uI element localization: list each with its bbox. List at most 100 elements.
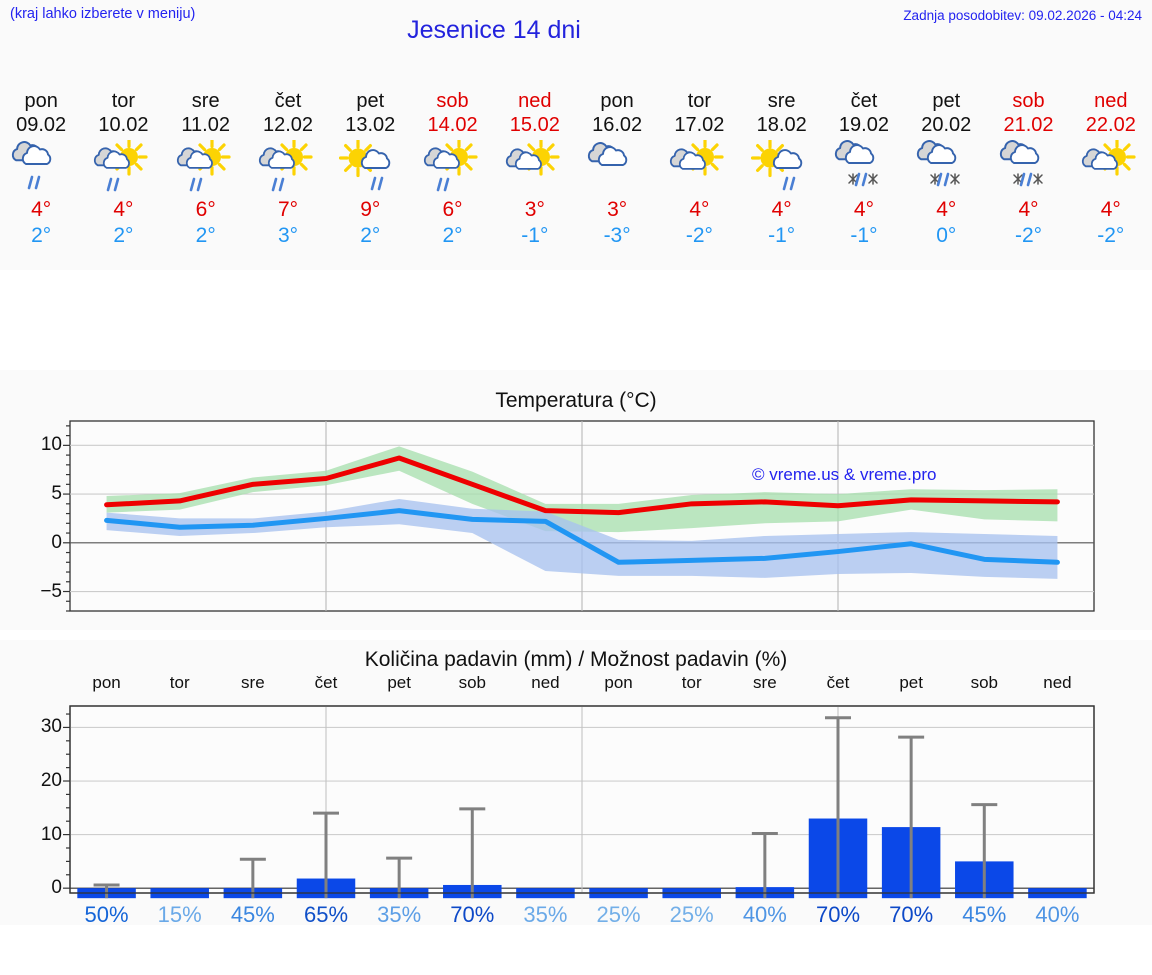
forecast-day-10[interactable]: sre 18.02 4° -1° (741, 85, 823, 249)
partly-sunny-icon (494, 139, 576, 197)
precipitation-plot: 30 20 10 0 pon tor sre čet pet sob ned pon tor sre čet… (0, 640, 1152, 927)
day-min-temp: -1° (768, 224, 796, 247)
day-date: 13.02 (345, 114, 396, 136)
day-date: 17.02 (674, 114, 725, 136)
day-name: čet (274, 90, 302, 112)
temp-y-tick-label: −5 (40, 580, 62, 602)
forecast-day-9[interactable]: tor 17.02 4° -2° (658, 85, 740, 249)
day-name: pet (932, 90, 961, 112)
precip-day-label: pet (899, 673, 923, 692)
day-min-temp: -2° (1097, 224, 1125, 247)
precip-probability-label: 70% (815, 902, 861, 927)
day-max-temp: 4° (936, 198, 957, 221)
temp-y-tick-label: 5 (51, 483, 62, 505)
forecast-day-7[interactable]: ned 15.02 3° -1° (494, 85, 576, 249)
precip-probability-label: 45% (230, 902, 275, 927)
day-min-temp: 0° (936, 224, 957, 247)
forecast-day-8[interactable]: pon 16.02 3° -3° (576, 85, 658, 249)
sunny-cloud-rain-icon (329, 139, 411, 197)
day-min-temp: 2° (360, 224, 381, 247)
day-max-temp: 4° (689, 198, 710, 221)
forecast-day-11[interactable]: čet 19.02 4° -1° (823, 85, 905, 249)
forecast-day-3[interactable]: sre 11.02 6° 2° (165, 85, 247, 249)
temp-y-tick-label: 10 (40, 434, 62, 456)
precip-y-tick-label: 10 (40, 823, 62, 845)
precip-probability-label: 35% (523, 902, 568, 927)
precip-probability-label: 70% (450, 902, 495, 927)
day-max-temp: 9° (360, 198, 381, 221)
forecast-day-2[interactable]: tor 10.02 4° 2° (82, 85, 164, 249)
forecast-day-6[interactable]: sob 14.02 6° 2° (411, 85, 493, 249)
day-min-temp: -2° (1014, 224, 1043, 247)
day-max-temp: 3° (607, 198, 628, 221)
day-name: sre (191, 90, 220, 112)
day-name: tor (111, 90, 136, 112)
temp-y-tick-label: 0 (51, 531, 62, 553)
day-min-temp: -3° (603, 224, 631, 247)
cloudy-sleet-icon (823, 139, 905, 197)
precip-probability-label: 50% (84, 902, 129, 927)
day-date: 11.02 (181, 114, 230, 136)
temperature-chart-title: Temperatura (°C) (495, 389, 657, 412)
precip-day-label: ned (531, 673, 560, 692)
day-max-temp: 6° (442, 198, 463, 221)
copyright-text: © vreme.us & vreme.pro (752, 465, 937, 484)
day-name: čet (850, 90, 878, 112)
precip-day-label: ned (1043, 673, 1072, 692)
day-min-temp: 2° (113, 224, 134, 247)
day-min-temp: -2° (685, 224, 713, 247)
precipitation-chart-title: Količina padavin (mm) / Možnost padavin … (364, 648, 788, 671)
precip-probability-label: 25% (596, 902, 641, 927)
day-date: 09.02 (16, 114, 67, 136)
precip-probability-label: 65% (303, 902, 349, 927)
location-menu-note: (kraj lahko izberete v meniju) (10, 6, 196, 22)
precip-y-tick-label: 0 (51, 877, 62, 899)
day-name: pon (24, 90, 58, 112)
precipitation-chart-panel: Količina padavin (mm) / Možnost padavin … (0, 640, 1152, 927)
precip-day-label: tor (681, 673, 702, 692)
forecast-day-5[interactable]: pet 13.02 9° 2° (329, 85, 411, 249)
cloudy-rain-icon (0, 139, 82, 197)
precip-day-label: čet (314, 673, 338, 692)
precip-day-label: sre (753, 673, 777, 692)
precip-day-label: pet (387, 673, 411, 692)
day-date: 14.02 (427, 114, 478, 136)
forecast-day-14[interactable]: ned 22.02 4° -2° (1070, 85, 1152, 249)
precip-y-tick-label: 30 (40, 716, 62, 738)
day-name: pon (600, 90, 634, 112)
forecast-day-12[interactable]: pet 20.02 4° 0° (905, 85, 987, 249)
precip-day-label: sre (241, 673, 265, 692)
day-name: ned (518, 90, 552, 112)
partly-sunny-icon (1070, 139, 1152, 197)
precip-probability-label: 40% (742, 902, 787, 927)
precip-day-label: pon (604, 673, 633, 692)
precip-day-label: sob (458, 673, 486, 692)
page-header: (kraj lahko izberete v meniju) Jesenice … (0, 0, 1152, 85)
forecast-day-4[interactable]: čet 12.02 7° 3° (247, 85, 329, 249)
cloudy-sleet-icon (987, 139, 1069, 197)
forecast-day-1[interactable]: pon 09.02 4° 2° (0, 85, 82, 249)
partly-sunny-rain-icon (247, 139, 329, 197)
daily-forecast-strip: pon 09.02 4° 2° tor 10.02 4° 2° sre 11.02 6° 2° čet 1… (0, 85, 1152, 270)
day-name: sre (767, 90, 796, 112)
day-min-temp: 3° (277, 224, 299, 247)
precip-day-label: pon (92, 673, 121, 692)
day-date: 21.02 (1003, 114, 1054, 136)
precip-probability-label: 25% (669, 902, 714, 927)
precip-probability-label: 40% (1035, 902, 1080, 927)
day-min-temp: 2° (442, 224, 463, 247)
day-name: sob (1012, 90, 1045, 112)
cloudy-sleet-icon (905, 139, 987, 197)
day-max-temp: 4° (31, 198, 52, 221)
day-max-temp: 4° (853, 198, 874, 221)
partly-sunny-rain-icon (82, 139, 164, 197)
precip-day-label: čet (826, 673, 850, 692)
day-name: pet (356, 90, 385, 112)
precip-probability-label: 35% (377, 902, 422, 927)
day-date: 19.02 (838, 114, 889, 136)
day-date: 15.02 (509, 114, 560, 136)
forecast-day-13[interactable]: sob 21.02 4° -2° (987, 85, 1069, 249)
sunny-cloud-rain-icon (741, 139, 823, 197)
precip-day-label: tor (169, 673, 190, 692)
day-name: sob (436, 90, 469, 112)
